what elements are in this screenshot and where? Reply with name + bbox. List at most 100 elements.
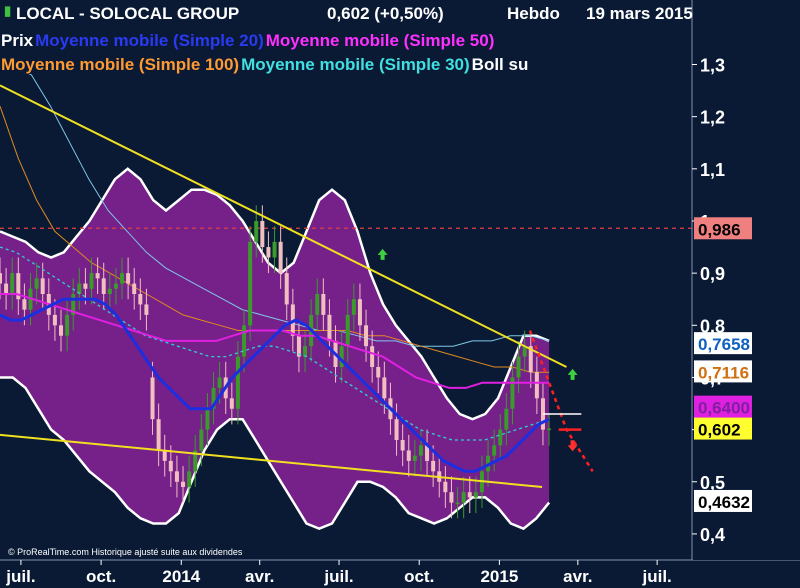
candle-body xyxy=(16,273,21,300)
candle-body xyxy=(193,450,198,472)
x-tick-label: avr. xyxy=(563,567,592,586)
y-tick-label: 0,9 xyxy=(700,264,725,284)
candle-body xyxy=(217,377,222,388)
y-tick-label: 1,3 xyxy=(700,56,725,76)
candle-body xyxy=(400,440,405,451)
ma30-line xyxy=(0,246,550,441)
ma20-line xyxy=(0,297,550,473)
candle-body xyxy=(248,241,253,326)
candle-body xyxy=(321,294,326,315)
legend-ma50[interactable]: Moyenne mobile (Simple 50) xyxy=(264,31,496,50)
price-label-box xyxy=(694,395,752,418)
candle-body xyxy=(303,346,308,357)
candle-body xyxy=(101,278,106,294)
candle-body xyxy=(431,460,436,472)
candle-body xyxy=(144,304,149,315)
trendline-1 xyxy=(0,84,567,368)
legend-boll[interactable]: Boll su xyxy=(470,55,530,74)
candle-body xyxy=(351,299,356,315)
candle-body xyxy=(425,445,430,461)
candle-body xyxy=(77,283,82,294)
legend-ma100[interactable]: Moyenne mobile (Simple 100) xyxy=(0,55,241,74)
legend-row-1: Prix Moyenne mobile (Simple 20) Moyenne mo… xyxy=(0,31,692,53)
price-label: 0,7658 xyxy=(698,335,750,354)
candle-body xyxy=(327,314,332,341)
candle-body xyxy=(254,220,259,242)
candle-body xyxy=(229,398,234,409)
candle-body xyxy=(10,273,15,294)
candle-body xyxy=(0,273,2,284)
candle-body xyxy=(376,367,381,378)
candle-body xyxy=(181,481,186,487)
legend-ma30[interactable]: Moyenne mobile (Simple 30) xyxy=(240,55,471,74)
price-label: 0,7116 xyxy=(698,363,749,382)
x-tick-label: juil. xyxy=(5,567,35,586)
candle-body xyxy=(22,299,27,310)
candle-body xyxy=(211,387,216,409)
candle-body xyxy=(150,377,155,420)
ma50-line xyxy=(0,293,550,389)
candle-body xyxy=(126,273,131,284)
candle-body xyxy=(418,445,423,456)
candle-body xyxy=(162,450,167,461)
y-tick-label: 1,2 xyxy=(700,108,725,128)
candle-body xyxy=(138,294,143,305)
price-label-box xyxy=(694,332,752,355)
instrument-title: LOCAL - SOLOCAL GROUP xyxy=(16,4,240,23)
candle-body xyxy=(449,492,454,503)
candle-body xyxy=(394,419,399,441)
candle-body xyxy=(4,283,9,294)
candle-body xyxy=(95,273,100,279)
candle-body xyxy=(510,377,515,409)
up-arrow-icon xyxy=(567,368,578,380)
candle-body xyxy=(296,335,301,357)
x-tick-label: avr. xyxy=(245,567,274,586)
candle-body xyxy=(461,492,466,503)
candle-body xyxy=(156,419,161,451)
ma-long-line xyxy=(11,64,550,347)
y-tick-label: 0,8 xyxy=(700,316,725,336)
candle-body xyxy=(65,314,70,336)
candle-body xyxy=(528,346,533,373)
candle-body xyxy=(455,502,460,505)
candle-body xyxy=(504,408,509,430)
candle-body xyxy=(547,428,552,431)
trendline-2 xyxy=(0,433,543,488)
x-tick-label: juil. xyxy=(641,567,671,586)
candle-body xyxy=(272,241,277,258)
candle-body xyxy=(83,283,88,289)
y-tick-label: 0,4 xyxy=(700,525,725,545)
candle-body xyxy=(492,445,497,456)
candle-body xyxy=(345,314,350,347)
bollinger-band-fill xyxy=(0,168,550,529)
candle-body xyxy=(199,429,204,451)
price-label-box xyxy=(694,417,752,440)
legend-prix[interactable]: Prix xyxy=(0,31,35,50)
candle-body xyxy=(71,294,76,315)
candle-body xyxy=(132,283,137,294)
candle-body xyxy=(382,377,387,399)
candle-body xyxy=(266,247,271,258)
candle-body xyxy=(187,471,192,487)
candle-body xyxy=(242,325,247,357)
candle-body xyxy=(364,325,369,347)
legend-ma20[interactable]: Moyenne mobile (Simple 20) xyxy=(34,31,265,50)
candle-body xyxy=(357,299,362,326)
x-tick-label: 2015 xyxy=(480,567,518,586)
x-tick-label: 2014 xyxy=(162,567,200,586)
y-tick-label: 0,5 xyxy=(700,473,725,493)
candle-body xyxy=(516,356,521,378)
up-arrow-icon xyxy=(377,248,388,260)
x-tick-label: oct. xyxy=(86,567,116,586)
down-arrow-icon xyxy=(567,440,578,452)
candle-body xyxy=(113,283,118,289)
last-quote: 0,602 (+0,50%) xyxy=(327,4,444,23)
candle-body xyxy=(534,372,539,399)
price-label: 0,602 xyxy=(698,421,741,440)
legend-row-2: Moyenne mobile (Simple 100) Moyenne mobil… xyxy=(0,55,692,77)
candle-body xyxy=(284,273,289,305)
candle-body xyxy=(120,273,125,284)
candle-body xyxy=(412,455,417,461)
candle-body xyxy=(339,346,344,368)
